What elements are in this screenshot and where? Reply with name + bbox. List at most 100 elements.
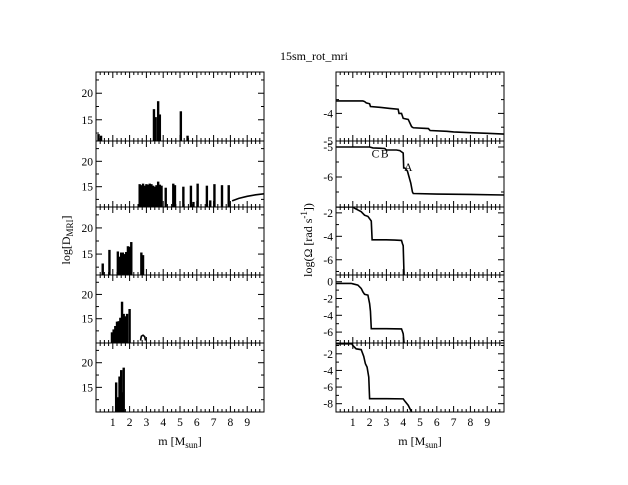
- ytick-label-left-4: 20: [82, 289, 94, 301]
- ytick-label-right-3: -4: [323, 231, 333, 243]
- spike-bar-left-2-17: [182, 186, 185, 207]
- panel-data-right-3: [336, 207, 405, 275]
- ytick-label-left-4: 15: [82, 314, 94, 326]
- spike-bar-left-5-5: [122, 367, 125, 412]
- spike-bar-left-2-9: [153, 186, 156, 207]
- panel-frame-right-1: [335, 71, 505, 142]
- ytick-label-left-2: 15: [82, 182, 94, 194]
- ytick-label-left-1: 15: [82, 115, 94, 127]
- spike-bar-left-2-15: [172, 183, 175, 207]
- series-line-right-4: [336, 282, 405, 343]
- spike-bar-left-2-8: [151, 185, 155, 207]
- spike-bar-left-2-1: [140, 185, 143, 207]
- panel-data-right-5: [336, 343, 413, 412]
- panel-right-2: -6 -5 C B A: [323, 140, 505, 208]
- series-line-right-3: [336, 207, 405, 275]
- xtick-label-left-5: 6: [194, 417, 200, 429]
- spike-bar-left-3-12: [141, 255, 145, 275]
- spike-bar-left-3-0: [101, 263, 104, 275]
- xtick-label-right-5: 9: [484, 417, 490, 429]
- right-ylabel: log(Ω [rad s-1]): [299, 203, 315, 277]
- xtick-label-left-5: 1: [110, 417, 116, 429]
- ytick-label-left-1: 20: [82, 88, 94, 100]
- spike-bar-left-2-12: [158, 184, 162, 207]
- ytick-label-right-2: -5: [323, 142, 333, 154]
- spike-bar-left-4-4: [117, 321, 120, 343]
- spike-bar-left-4-9: [125, 313, 129, 343]
- xtick-label-left-5: 4: [160, 417, 166, 429]
- spike-bar-left-3-2: [116, 251, 120, 275]
- spike-bar-left-4-7: [122, 313, 125, 343]
- spike-bar-left-3-8: [126, 246, 130, 275]
- annotation-B: B: [381, 149, 389, 161]
- xtick-label-right-5: 2: [367, 417, 373, 429]
- xtick-label-left-5: 5: [177, 417, 183, 429]
- spike-bar-left-1-6: [179, 111, 183, 141]
- spike-bar-left-2-0: [138, 184, 141, 207]
- left-xlabel: m [Msun]: [158, 434, 202, 450]
- xtick-label-left-5: 2: [127, 417, 133, 429]
- xtick-label-left-5: 9: [244, 417, 250, 429]
- ytick-label-right-3: -6: [323, 255, 333, 267]
- spike-bar-left-3-11: [140, 252, 143, 275]
- ytick-label-left-2: 20: [82, 156, 94, 168]
- spike-bar-left-1-4: [156, 101, 160, 141]
- spike-bar-left-3-7: [125, 251, 128, 275]
- panel-data-right-1: [336, 100, 504, 135]
- xtick-label-left-5: 8: [228, 417, 234, 429]
- ytick-label-right-1: -5: [323, 136, 333, 148]
- spike-bar-left-5-2: [118, 376, 121, 412]
- xtick-label-left-5: 7: [211, 417, 217, 429]
- spike-bar-left-1-1: [99, 135, 103, 141]
- panel-data-right-4: [336, 282, 405, 343]
- xtick-label-right-5: 7: [451, 417, 457, 429]
- spike-bar-left-5-0: [114, 382, 118, 412]
- spike-bar-left-2-7: [150, 184, 153, 207]
- ytick-label-right-4: -2: [323, 294, 333, 306]
- right-xlabel: m [Msun]: [398, 434, 442, 450]
- spike-bar-left-2-20: [196, 183, 199, 207]
- panel-right-4: -6 -4 -2 0: [323, 274, 505, 344]
- spike-bar-left-5-4: [120, 392, 124, 412]
- spike-bar-left-5-1: [116, 397, 120, 412]
- spike-bar-left-2-6: [148, 183, 151, 207]
- spike-bar-left-2-25: [227, 185, 230, 207]
- panel-frame-right-4: [335, 274, 505, 344]
- spike-bar-left-2-24: [220, 185, 224, 207]
- spike-bar-left-2-21: [205, 185, 209, 207]
- panel-frame-right-2: [335, 140, 505, 208]
- spike-bar-left-2-5: [146, 184, 150, 207]
- spike-bar-left-2-4: [145, 184, 148, 207]
- panel-data-left-5: [114, 367, 125, 412]
- ytick-label-right-1: -4: [323, 108, 333, 120]
- panel-data-left-3: [101, 242, 145, 275]
- spike-bar-left-1-7: [186, 135, 189, 141]
- spike-bar-left-4-8: [124, 316, 127, 343]
- xtick-label-right-5: 4: [400, 417, 406, 429]
- figure-title: 15sm_rot_mri: [280, 49, 349, 63]
- ytick-label-right-4: 0: [327, 277, 333, 289]
- xtick-label-right-5: 8: [468, 417, 474, 429]
- panel-data-left-2: [138, 181, 264, 207]
- spike-bar-left-1-2: [152, 109, 156, 141]
- ytick-label-left-3: 20: [82, 223, 94, 235]
- panel-frame-right-3: [335, 206, 505, 276]
- annotation-C: C: [372, 149, 380, 161]
- spike-bar-left-2-18: [189, 185, 193, 207]
- spike-bar-left-4-10: [128, 309, 131, 343]
- spike-bar-left-3-5: [121, 252, 125, 275]
- ytick-label-right-5: -6: [323, 382, 333, 394]
- panel-data-right-2: [336, 146, 504, 196]
- spike-bar-left-4-1: [112, 329, 115, 343]
- panel-frame-right-5: [335, 342, 505, 413]
- spike-bar-left-5-3: [120, 370, 123, 412]
- spike-bar-left-2-10: [155, 185, 158, 207]
- series-line-right-1: [336, 100, 504, 135]
- ytick-label-left-5: 15: [82, 382, 94, 394]
- ytick-label-right-5: -2: [323, 349, 333, 361]
- spike-bar-left-3-9: [128, 246, 131, 275]
- annotation-A: A: [404, 162, 413, 174]
